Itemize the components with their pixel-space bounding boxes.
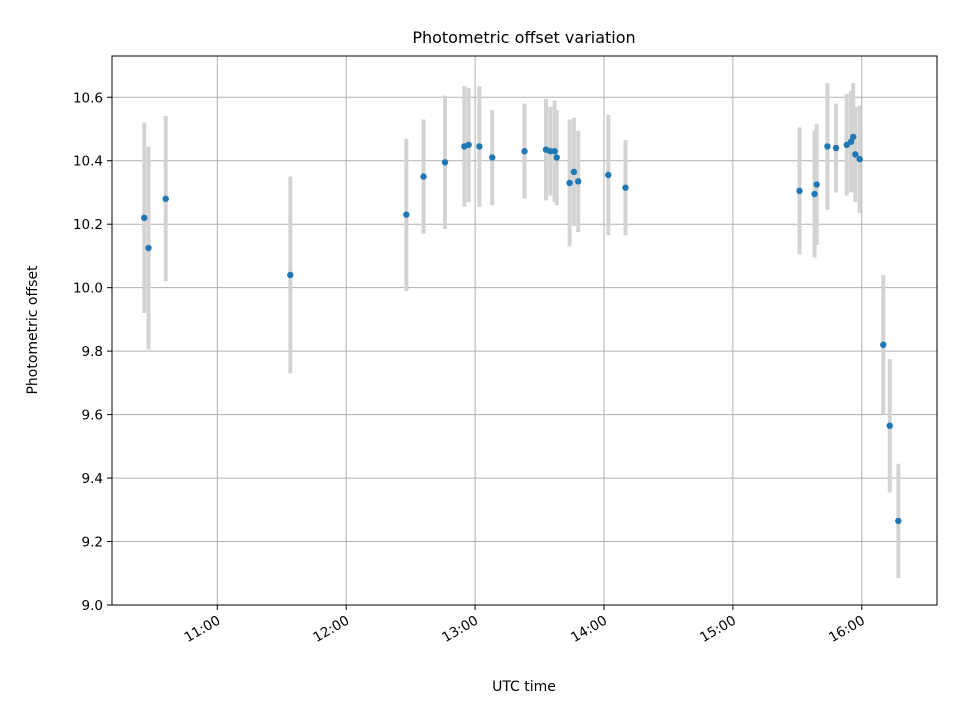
data-point: [575, 178, 582, 185]
data-point: [287, 271, 294, 279]
x-axis-label: UTC time: [492, 679, 556, 695]
data-point: [566, 179, 573, 187]
data-point: [521, 148, 528, 155]
data-point: [476, 143, 483, 150]
data-point: [856, 155, 863, 163]
data-point: [796, 187, 803, 195]
data-point: [850, 133, 857, 141]
plot-frame: [111, 55, 938, 606]
data-points: [141, 133, 902, 525]
data-point: [551, 148, 558, 155]
data-point: [813, 181, 820, 188]
data-point: [605, 171, 612, 179]
x-tick-label: 12:00: [310, 613, 352, 646]
data-point: [420, 173, 427, 180]
y-tick-label: 10.4: [73, 154, 103, 170]
x-tick-label: 14:00: [568, 613, 610, 646]
data-point: [553, 154, 560, 161]
chart-title: Photometric offset variation: [412, 28, 635, 47]
data-point: [880, 341, 887, 348]
data-point: [489, 154, 496, 161]
data-point: [141, 214, 148, 222]
x-tick-label: 11:00: [182, 613, 224, 646]
data-point: [162, 195, 169, 203]
data-point: [832, 144, 840, 152]
y-tick-label: 9.2: [82, 535, 103, 551]
error-bars: [142, 82, 901, 579]
data-point: [441, 159, 449, 166]
data-point: [570, 168, 578, 176]
x-tick-label: 16:00: [826, 613, 868, 646]
y-tick-label: 10.0: [73, 281, 103, 297]
y-tick-label: 9.4: [82, 471, 103, 487]
data-point: [811, 190, 818, 198]
y-tick-label: 10.6: [73, 90, 103, 106]
data-point: [145, 244, 152, 252]
data-point: [403, 211, 410, 218]
data-point: [622, 184, 629, 191]
data-point: [465, 141, 472, 149]
data-point: [847, 138, 855, 145]
y-tick-label: 9.8: [82, 344, 103, 360]
y-axis-label: Photometric offset: [25, 265, 41, 395]
data-point: [886, 422, 893, 429]
data-point: [824, 143, 831, 150]
data-point: [895, 517, 902, 525]
y-tick-label: 9.6: [82, 408, 103, 424]
y-tick-label: 10.2: [73, 217, 103, 233]
data-point: [852, 151, 859, 158]
y-tick-label: 9.0: [82, 598, 103, 614]
x-tick-label: 13:00: [439, 613, 481, 646]
x-tick-label: 15:00: [697, 613, 739, 646]
